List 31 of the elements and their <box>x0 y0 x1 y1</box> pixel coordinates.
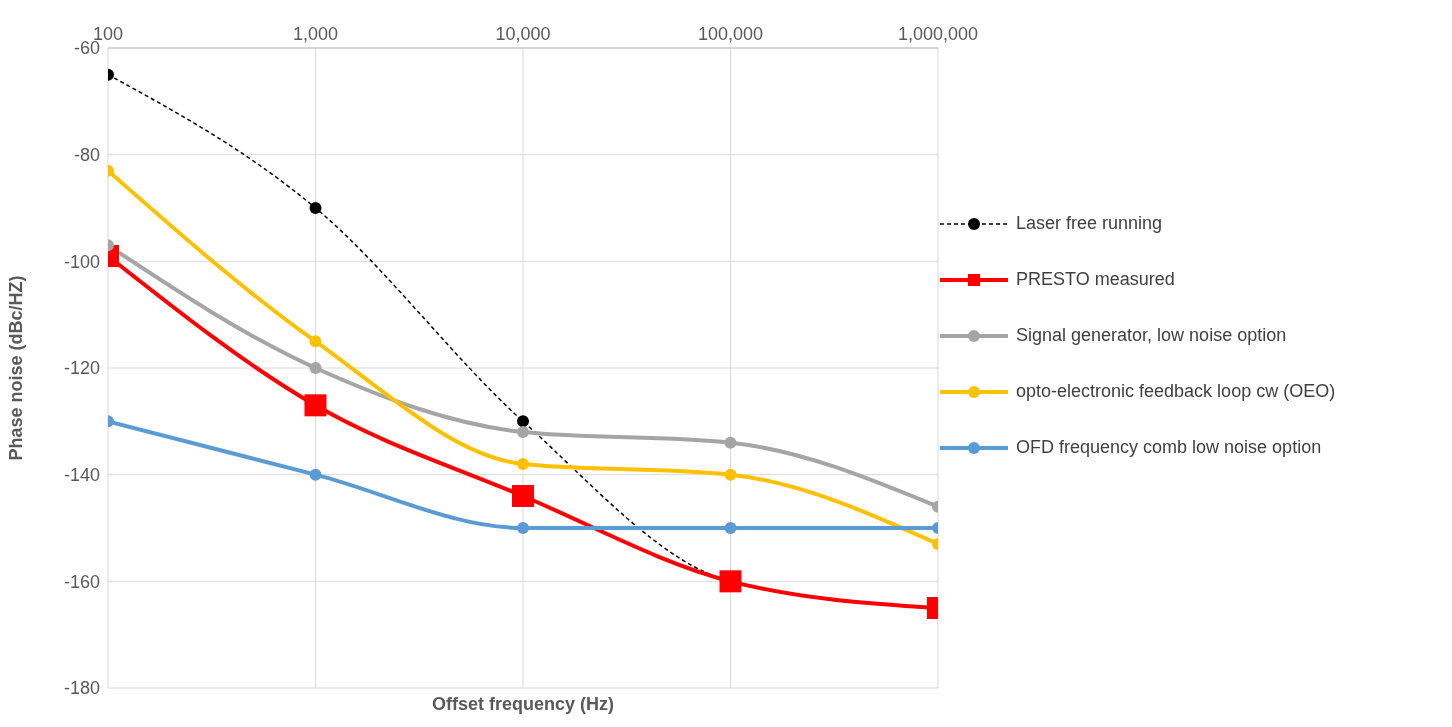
legend-label: PRESTO measured <box>1016 269 1176 290</box>
x-tick-label: 1,000,000 <box>897 24 979 44</box>
point <box>304 394 327 417</box>
legend-label: Signal generator, low noise option <box>1016 325 1288 346</box>
point <box>512 485 534 507</box>
y-tick-label: -100 <box>63 251 100 272</box>
x-tick-label: 1,000 <box>292 24 339 44</box>
y-tick-label: -160 <box>63 571 100 592</box>
x-axis-title: Offset frequency (Hz) <box>431 694 615 715</box>
point <box>719 570 742 593</box>
y-tick-label: -80 <box>73 145 100 166</box>
point <box>724 522 737 534</box>
point <box>309 202 322 214</box>
point <box>517 522 529 534</box>
y-tick-label: -140 <box>63 465 100 486</box>
point <box>517 426 529 438</box>
legend-label: opto-electronic feedback loop cw (OEO) <box>1016 381 1337 402</box>
point <box>517 458 529 470</box>
point <box>517 415 529 428</box>
legend-label: Laser free running <box>1016 213 1164 234</box>
y-axis-title: Phase noise (dBc/HZ) <box>6 275 27 461</box>
y-tick-label: -120 <box>63 358 100 379</box>
x-tick-label: 100,000 <box>697 24 764 44</box>
point <box>309 468 322 481</box>
point <box>309 335 322 348</box>
point <box>724 468 737 481</box>
x-tick-label: 10,000 <box>495 24 551 44</box>
point <box>724 436 737 449</box>
y-tick-label: -180 <box>63 678 100 699</box>
legend-label: OFD frequency comb low noise option <box>1016 437 1323 458</box>
point <box>309 362 322 374</box>
